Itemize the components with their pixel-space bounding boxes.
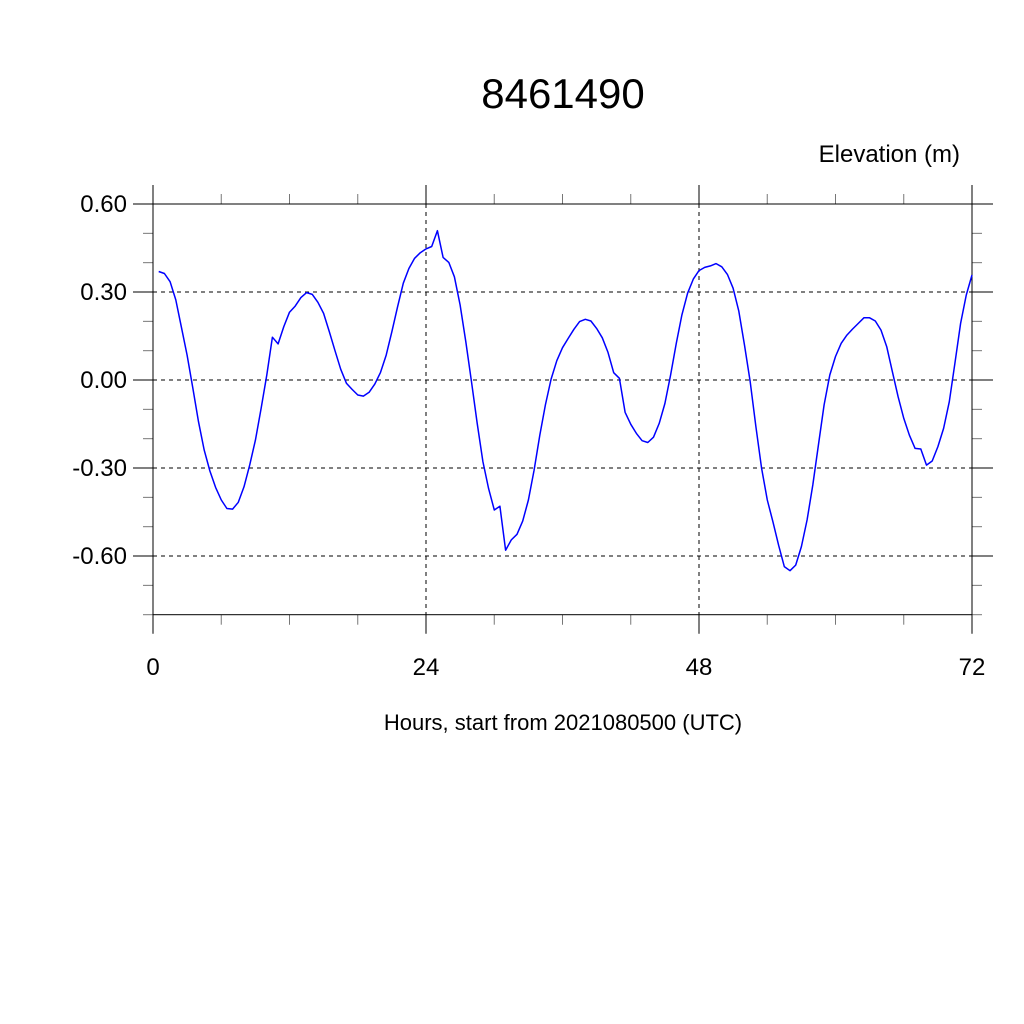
y-tick-label: -0.60 (72, 543, 127, 570)
axes (133, 185, 993, 634)
x-tick-label: 48 (686, 654, 713, 681)
y-axis-label: Elevation (m) (819, 141, 960, 168)
plot-frame (152, 203, 973, 616)
y-tick-label: 0.00 (80, 367, 127, 394)
gridlines (152, 203, 973, 615)
x-tick-label: 72 (959, 654, 986, 681)
x-axis-label: Hours, start from 2021080500 (UTC) (384, 710, 742, 735)
series-group (158, 229, 973, 572)
chart-title: 8461490 (481, 70, 645, 117)
y-tick-label: -0.30 (72, 455, 127, 482)
y-tick-label: 0.60 (80, 191, 127, 218)
x-tick-label: 0 (146, 654, 159, 681)
y-tick-label: 0.30 (80, 279, 127, 306)
elevation-line (158, 229, 973, 572)
x-tick-label: 24 (413, 654, 440, 681)
tick-labels: 0.60 0.30 0.00 -0.30 -0.60 0 24 48 72 (72, 191, 985, 681)
